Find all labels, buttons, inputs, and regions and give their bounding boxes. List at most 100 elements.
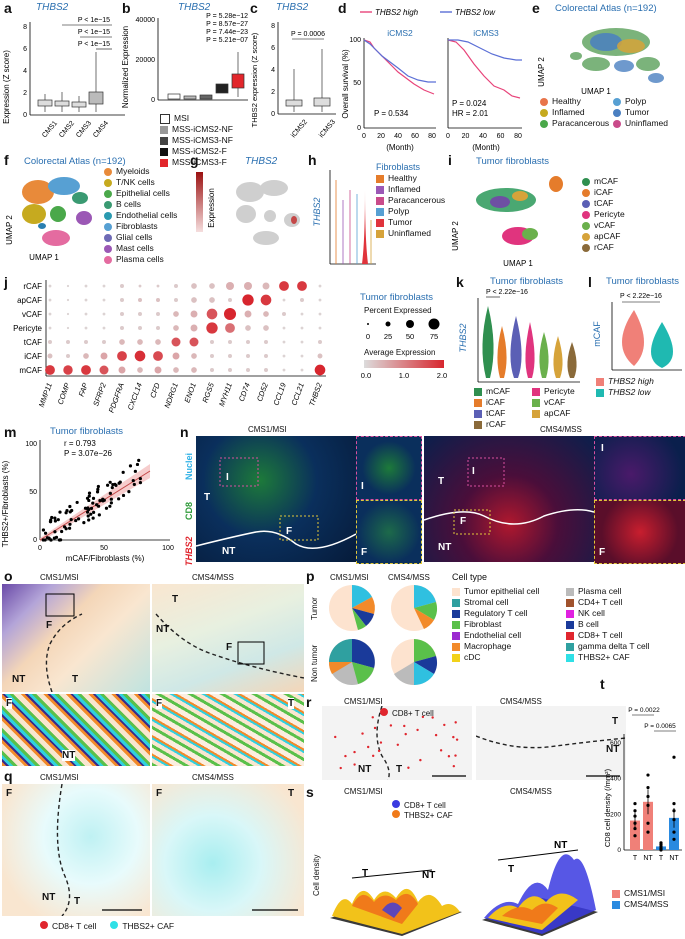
legend-item: THBS2+ CAF [566, 652, 650, 663]
legend-label: iCAF [486, 397, 505, 407]
tag: T [612, 716, 619, 727]
legend-item: Epithelial cells [104, 188, 177, 199]
dot-mark [173, 297, 179, 303]
dot-mark [191, 367, 197, 373]
scatter-point [91, 496, 96, 500]
xtick: NT [669, 855, 679, 862]
scatter-point [53, 519, 57, 523]
gene-label: CD52 [255, 381, 270, 403]
size-tick: 50 [406, 332, 414, 341]
inset-f-cms4: F [594, 500, 685, 564]
legend-swatch [160, 125, 168, 134]
dot-mark [299, 297, 305, 303]
legend-label: Paracancerous [388, 195, 446, 205]
legend-item: THBS2+ CAF [404, 811, 453, 820]
legend-label: Pericyte [594, 209, 625, 219]
legend-swatch [160, 158, 168, 167]
panel-title: Colorectal Atlas (n=192) [24, 156, 126, 167]
dot-mark [84, 312, 88, 316]
legend-label: MSS-iCMS3-F [172, 157, 227, 167]
umap-i: UMAP 2 UMAP 1 [451, 176, 563, 268]
legend-swatch [532, 387, 540, 396]
legend-item: Inflamed [376, 184, 445, 195]
violin-l: mCAF P < 2.22e−16 [592, 293, 682, 371]
legend-item: MSI [160, 113, 233, 124]
pval: P < 2.22e−16 [620, 293, 662, 300]
legend-s: CD8+ T cell THBS2+ CAF [392, 800, 453, 820]
dot-mark [227, 367, 233, 373]
legend-swatch [613, 119, 621, 128]
dot-mark [119, 311, 125, 317]
col-title: CMS1/MSI [330, 573, 369, 582]
spatial-map-cms1: NT T F [2, 584, 150, 692]
dot-mark [119, 283, 125, 289]
legend-label: apCAF [594, 231, 621, 241]
xtick: CMS2 [58, 120, 76, 139]
dot-mark [48, 284, 52, 288]
scatter-point [56, 518, 60, 522]
dot-mark [155, 297, 161, 303]
panel-title: Tumor fibroblasts [490, 276, 564, 287]
legend-label: MSS-iCMS2-F [172, 146, 227, 156]
legend-label: mCAF [486, 386, 511, 396]
scatter-point [50, 515, 54, 520]
scatter-point [82, 520, 86, 525]
panel-label: g [190, 152, 199, 168]
legend-swatch [376, 207, 384, 216]
legend-item: Stromal cell [452, 597, 539, 608]
legend-item: B cells [104, 199, 177, 210]
legend-swatch [532, 409, 540, 418]
y-axis-label: THBS2 [458, 323, 468, 352]
legend-item: Uninflamed [613, 118, 685, 129]
box-cms3 [71, 101, 87, 108]
dot-mark [227, 339, 233, 345]
size-legend-title: Percent Expressed [364, 306, 432, 315]
tag: NT [438, 542, 452, 553]
ytick: 6 [23, 46, 27, 53]
x-axis-label: UMAP 1 [581, 87, 611, 96]
cd8-dot [366, 745, 370, 749]
scatter-point [67, 526, 72, 530]
x-axis-label: (Month) [386, 143, 414, 152]
dot-mark [245, 353, 251, 359]
xtick: 80 [428, 133, 436, 140]
legend-swatch [474, 398, 482, 407]
legend-swatch [452, 587, 460, 596]
cd8-dot [419, 758, 422, 762]
scatter-point [43, 531, 48, 535]
legend-item: Inflamed [540, 107, 613, 118]
dot-mark [119, 297, 125, 303]
color-tick: 2.0 [437, 371, 447, 380]
legend-label: apCAF [544, 408, 571, 418]
xtick: CMS3 [75, 120, 93, 139]
xtick: 0 [362, 133, 366, 140]
legend-e: Healthy Polyp Inflamed Tumor Paracancerous Un… [540, 96, 685, 129]
scatter-point [137, 458, 141, 462]
legend-label: rCAF [486, 419, 506, 429]
tag: I [226, 472, 229, 483]
dot-mark [119, 325, 125, 331]
legend-swatch [104, 222, 112, 231]
scatter-point [131, 478, 135, 483]
tag: T [204, 492, 211, 503]
scatter-point [89, 506, 94, 510]
legend-swatch [160, 136, 168, 145]
data-point [633, 809, 637, 813]
xtick: 20 [462, 133, 470, 140]
legend-label: vCAF [544, 397, 566, 407]
cd8-dot [439, 749, 443, 752]
data-point [672, 818, 676, 822]
xtick: 20 [377, 133, 385, 140]
dot-mark [99, 365, 109, 375]
legend-item: CD4+ T cell [566, 597, 650, 608]
legend-label: CD4+ T cell [578, 597, 623, 607]
legend-label: vCAF [594, 220, 616, 230]
tag: F [156, 698, 163, 709]
dot-mark [318, 298, 322, 302]
if-image-cms4: T NT I F [424, 436, 594, 562]
dot-mark [225, 323, 235, 333]
ytick: 8 [271, 23, 275, 30]
row-label: rCAF [23, 282, 42, 291]
tag: T [362, 868, 368, 879]
legend-item: CD8+ T cell [404, 801, 446, 810]
